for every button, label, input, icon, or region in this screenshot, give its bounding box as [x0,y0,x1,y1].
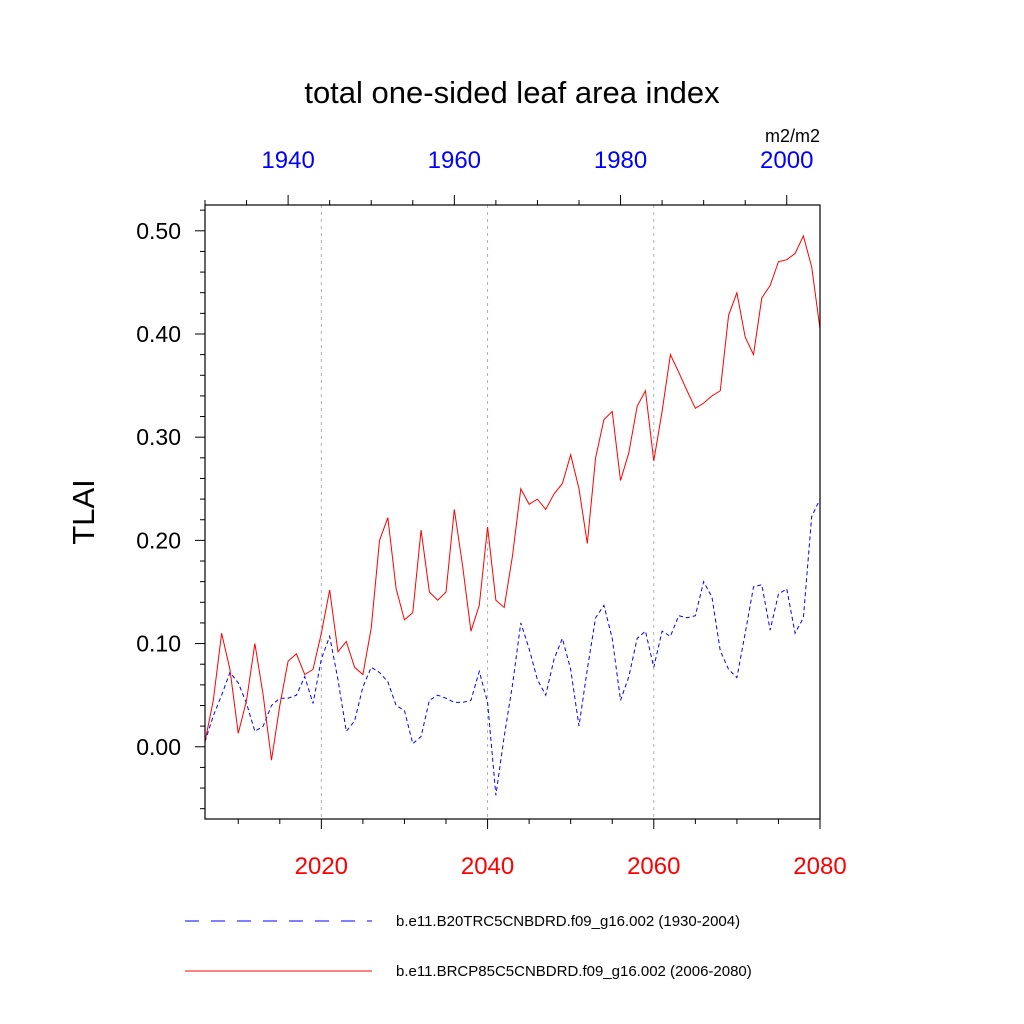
units-label: m2/m2 [765,126,820,146]
plot-frame [204,204,821,820]
y-axis-label: TLAI [66,479,101,544]
y-tick-label: 0.10 [136,631,181,657]
legend-label-historical: b.e11.B20TRC5CNBDRD.f09_g16.002 (1930-20… [396,913,740,930]
top-x-tick-labels: 1940 1960 1980 2000 [261,147,813,174]
bottom-x-tick-labels: 2020 2040 2060 2080 [295,853,847,880]
y-tick-labels: 0.00 0.10 0.20 0.30 0.40 0.50 [136,218,181,760]
y-tick-label: 0.00 [136,734,181,760]
top-x-tick-label: 2000 [760,147,813,174]
axis-ticks [195,195,821,829]
chart-title: total one-sided leaf area index [304,75,720,110]
y-tick-label: 0.50 [136,218,181,244]
vertical-grid-lines [320,205,655,819]
top-x-tick-label: 1940 [261,147,314,174]
series-lines [204,234,821,796]
legend-label-rcp85: b.e11.BRCP85C5CNBDRD.f09_g16.002 (2006-2… [396,963,752,980]
series-line-historical [204,498,821,796]
bottom-x-tick-label: 2040 [461,853,514,880]
y-tick-label: 0.20 [136,527,181,553]
top-x-tick-label: 1980 [594,147,647,174]
top-x-tick-label: 1960 [428,147,481,174]
y-tick-label: 0.40 [136,321,181,347]
series-line-rcp85 [204,234,821,761]
bottom-x-tick-label: 2020 [295,853,348,880]
bottom-x-tick-label: 2080 [793,853,846,880]
bottom-x-tick-label: 2060 [627,853,680,880]
y-tick-label: 0.30 [136,424,181,450]
legend: b.e11.B20TRC5CNBDRD.f09_g16.002 (1930-20… [185,913,752,980]
